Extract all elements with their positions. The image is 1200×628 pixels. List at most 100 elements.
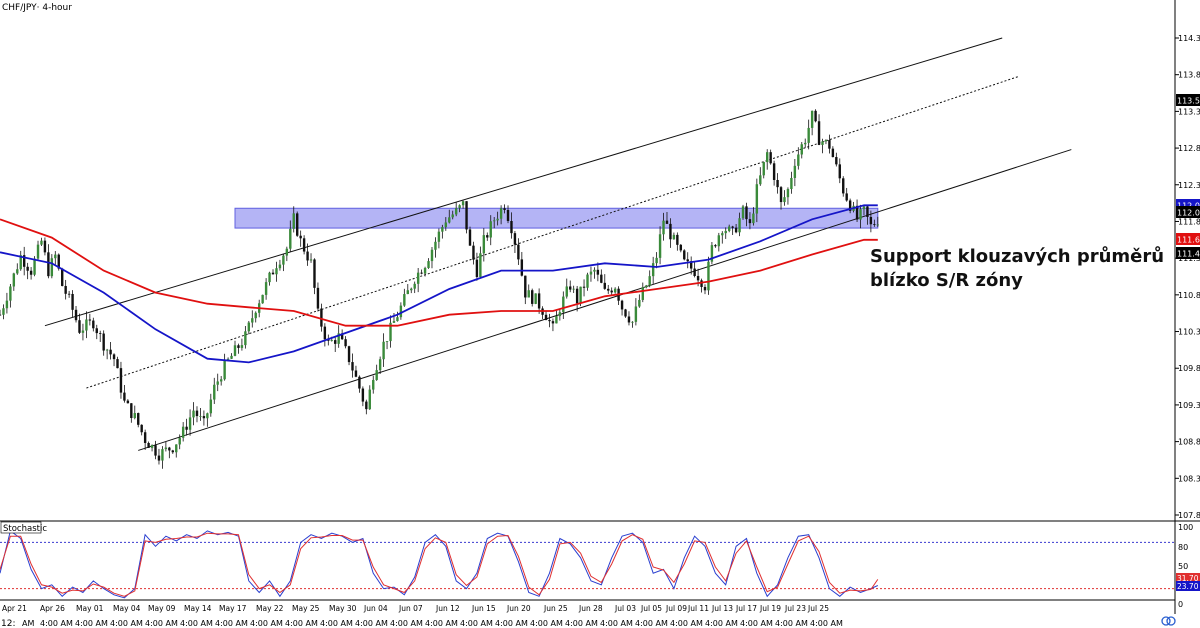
candle-body <box>548 320 551 322</box>
candle-body <box>662 220 665 235</box>
candle-body <box>416 272 420 284</box>
candle-body <box>195 410 199 417</box>
date-label: Apr 26 <box>40 604 65 613</box>
candle-body <box>323 326 327 340</box>
candle-body <box>831 148 835 158</box>
candle-body <box>776 179 779 188</box>
candle-body <box>78 320 81 333</box>
candle-body <box>596 269 600 275</box>
stochastic-pane[interactable] <box>0 530 1175 599</box>
channel-line-0[interactable] <box>44 37 1003 327</box>
candle-body <box>347 346 351 363</box>
price-tick-label: 108.87 <box>1178 438 1200 447</box>
candle-body <box>689 261 693 269</box>
candle-body <box>74 309 78 321</box>
candle-body <box>354 370 358 377</box>
price-tick-label: 114.37 <box>1178 34 1200 43</box>
price-tick-label: 109.87 <box>1178 364 1200 373</box>
main-price-pane[interactable] <box>0 37 1072 469</box>
candle-body <box>855 205 859 220</box>
candle-body <box>748 219 752 224</box>
candle-body <box>665 220 669 224</box>
candle-body <box>873 224 876 226</box>
candle-body <box>413 283 416 289</box>
candle-body <box>36 244 40 259</box>
candle-body <box>510 221 513 234</box>
price-tick-label: 110.87 <box>1178 291 1200 300</box>
candle-body <box>779 187 783 203</box>
candle-body <box>613 288 617 293</box>
candle-body <box>209 399 213 414</box>
candle-body <box>143 432 147 443</box>
price-badge <box>1176 94 1200 106</box>
candle-body <box>859 209 862 220</box>
stochastic-label: Stochastic <box>3 524 47 534</box>
axes-layer: 114.37 113.87 113.37 112.87 112.37 111.87 111.… <box>2 34 1200 628</box>
candle-body <box>520 259 524 276</box>
candle-body <box>105 349 109 351</box>
candle-body <box>119 368 123 393</box>
annotation-line-2: blízko S/R zóny <box>870 270 1023 291</box>
date-label: Jul 11 <box>687 604 709 613</box>
candle-body <box>185 426 188 430</box>
stoch-badge-label: 23.70 <box>1177 582 1199 591</box>
candle-body <box>707 261 710 291</box>
candle-body <box>444 222 448 228</box>
candle-body <box>292 213 295 229</box>
candle-body <box>810 110 814 128</box>
candle-body <box>437 231 441 242</box>
candle-body <box>638 299 641 307</box>
date-label: Jul 05 <box>640 604 662 613</box>
candle-body <box>658 234 662 258</box>
moving-average-0[interactable] <box>0 204 878 364</box>
channel-line-2[interactable] <box>138 149 1072 451</box>
candle-body <box>465 201 468 230</box>
price-badge-label: 111.45 <box>1177 250 1200 259</box>
candle-body <box>441 227 444 232</box>
date-label: Jun 15 <box>471 604 496 613</box>
candle-body <box>534 293 537 304</box>
candle-body <box>766 152 769 163</box>
candle-body <box>451 214 454 218</box>
candle-body <box>268 272 271 283</box>
price-badge <box>1176 247 1200 259</box>
candle-body <box>175 444 178 453</box>
date-label: May 01 <box>76 604 104 613</box>
sr-zone[interactable] <box>234 207 879 229</box>
time-label: 4:00 AM <box>250 619 283 628</box>
candle-body <box>289 228 292 249</box>
date-label: Jul 23 <box>784 604 806 613</box>
candle-body <box>569 286 572 290</box>
candle-body <box>399 305 403 318</box>
candle-body <box>772 163 776 180</box>
price-badge-label: 113.51 <box>1177 97 1200 106</box>
date-label: May 04 <box>113 604 141 613</box>
price-tick-label: 110.37 <box>1178 328 1200 337</box>
candle-body <box>282 255 285 265</box>
moving-average-1[interactable] <box>0 218 878 327</box>
stoch-line-1[interactable] <box>0 532 879 597</box>
candle-body <box>866 206 869 217</box>
candle-body <box>61 268 64 286</box>
time-label: AM <box>22 619 34 628</box>
candle-body <box>804 142 807 145</box>
candle-body <box>99 333 102 334</box>
candle-body <box>769 152 772 164</box>
candle-body <box>676 234 679 245</box>
time-label: 4:00 AM <box>565 619 598 628</box>
price-badge <box>1176 233 1200 245</box>
candle-body <box>648 276 651 286</box>
candle-body <box>627 316 631 323</box>
candle-body <box>589 271 593 275</box>
candle-body <box>254 312 257 319</box>
time-label: 4:00 AM <box>145 619 178 628</box>
time-label: 4:00 AM <box>460 619 493 628</box>
price-tick-label: 108.37 <box>1178 474 1200 483</box>
time-label: 4:00 AM <box>40 619 73 628</box>
candles <box>0 109 879 469</box>
candle-body <box>178 437 181 445</box>
date-label: May 17 <box>219 604 247 613</box>
screenshot-icon[interactable] <box>1161 616 1176 626</box>
candle-body <box>835 157 838 165</box>
